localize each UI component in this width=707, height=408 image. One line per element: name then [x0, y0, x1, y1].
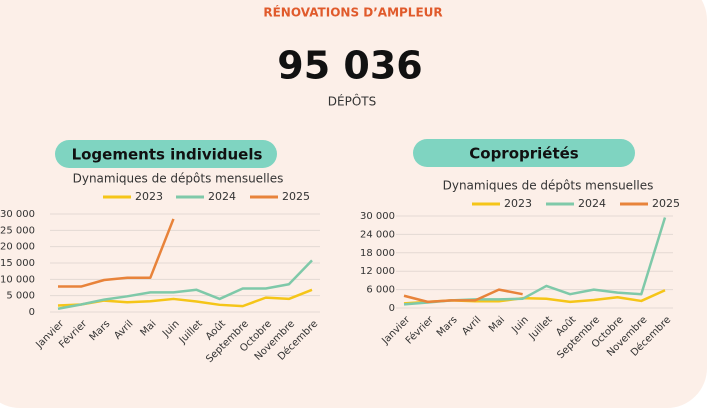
legend-label: 2024: [578, 197, 606, 210]
y-tick-label: 12 000: [360, 266, 395, 277]
chart-title: Dynamiques de dépôts mensuelles: [443, 179, 654, 193]
y-tick-label: 10 000: [0, 274, 35, 285]
y-tick-label: 24 000: [360, 229, 395, 240]
heading-pill: [413, 139, 635, 167]
legend-label: 2023: [504, 197, 532, 210]
y-tick-label: 0: [389, 303, 395, 314]
series-line: [57, 259, 313, 310]
y-tick-label: 6 000: [366, 285, 395, 296]
series-line: [403, 288, 523, 304]
legend-label: 2025: [652, 197, 680, 210]
section-title: RÉNOVATIONS D’AMPLEUR: [263, 5, 442, 20]
y-tick-label: 0: [29, 307, 35, 318]
total: 95 036: [277, 44, 422, 88]
chart-heading: Logements individuels: [72, 146, 263, 164]
y-tick-label: 18 000: [360, 248, 395, 259]
series-line: [58, 218, 175, 288]
chart-heading: Copropriétés: [469, 145, 579, 163]
y-tick-label: 20 000: [0, 242, 35, 253]
y-tick-label: 30 000: [360, 211, 395, 222]
y-tick-label: 25 000: [0, 225, 35, 236]
y-tick-label: 15 000: [0, 258, 35, 269]
legend-label: 2024: [208, 190, 236, 203]
legend-label: 2023: [135, 190, 163, 203]
total-label: DÉPÔTS: [328, 94, 376, 109]
y-tick-label: 5 000: [6, 291, 35, 302]
chart-title: Dynamiques de dépôts mensuelles: [73, 172, 284, 186]
y-tick-label: 30 000: [0, 209, 35, 220]
legend-label: 2025: [282, 190, 310, 203]
heading-pill: [55, 140, 277, 168]
